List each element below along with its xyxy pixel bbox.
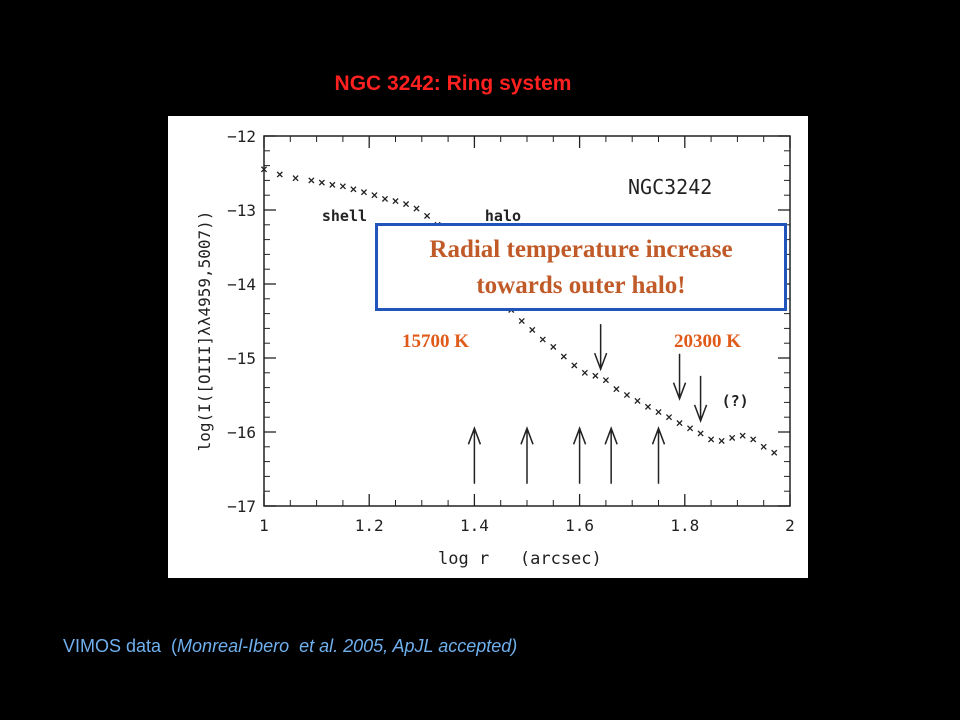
x-tick-label: 1.8 xyxy=(670,516,699,535)
data-point xyxy=(424,212,431,219)
data-point xyxy=(292,175,299,182)
marker-arrows xyxy=(467,324,708,484)
temperature-label-outer: 20300 K xyxy=(674,331,742,352)
data-point xyxy=(665,414,673,421)
data-point xyxy=(381,195,389,202)
data-point xyxy=(750,436,757,443)
data-point xyxy=(602,377,609,384)
y-tick-label: −17 xyxy=(227,497,256,516)
x-tick-label: 1.6 xyxy=(565,516,594,535)
data-point xyxy=(644,403,652,410)
plot-panel: 1 1.2 1.4 1.6 1.8 2 −12 −13 −14 −15 −16 −17 NGC3242… xyxy=(168,116,808,578)
data-point xyxy=(592,372,599,379)
data-point xyxy=(402,201,410,208)
x-tick-label: 1.2 xyxy=(355,516,384,535)
x-tick-label: 2 xyxy=(785,516,795,535)
y-tick-label: −12 xyxy=(227,127,256,146)
chart-annotations: shell halo (?) xyxy=(322,207,749,410)
data-point xyxy=(623,391,630,399)
data-point xyxy=(350,186,357,193)
data-point xyxy=(729,434,736,441)
x-axis-label: log r (arcsec) xyxy=(438,549,602,569)
data-point xyxy=(413,205,420,212)
down-arrow xyxy=(672,353,687,401)
data-point xyxy=(539,336,546,343)
caption-citation: Monreal-Ibero et al. 2005, ApJL accepted… xyxy=(177,636,518,656)
data-point xyxy=(718,437,725,444)
up-arrow xyxy=(604,426,618,484)
y-tick-label: −15 xyxy=(227,349,256,368)
y-tick-label: −16 xyxy=(227,423,256,442)
y-tick-label: −14 xyxy=(227,275,256,294)
data-point xyxy=(560,353,567,360)
data-point xyxy=(571,362,578,369)
data-point xyxy=(687,425,694,432)
data-point xyxy=(676,420,683,427)
data-point xyxy=(260,166,268,173)
data-point xyxy=(708,436,715,443)
down-arrow xyxy=(593,324,608,372)
axis-ticks: 1 1.2 1.4 1.6 1.8 2 −12 −13 −14 −15 −16 −17 xyxy=(227,127,795,535)
source-caption: VIMOS data (Monreal-Ibero et al. 2005, A… xyxy=(63,636,517,657)
chart-annotation: (?) xyxy=(722,392,749,410)
data-point xyxy=(360,189,367,196)
callout-line-1: Radial temperature increase xyxy=(429,236,733,263)
data-point xyxy=(308,177,315,184)
data-point xyxy=(318,179,325,186)
up-arrow xyxy=(651,426,666,484)
data-point xyxy=(739,432,746,439)
temperature-label-inner: 15700 K xyxy=(402,331,470,352)
radial-profile-chart: 1 1.2 1.4 1.6 1.8 2 −12 −13 −14 −15 −16 −17 NGC3242… xyxy=(195,127,795,569)
chart-title: NGC3242 xyxy=(628,175,712,199)
data-point xyxy=(771,449,778,456)
data-point xyxy=(550,343,557,350)
data-point xyxy=(529,326,536,333)
data-point xyxy=(392,198,399,205)
caption-prefix: VIMOS data ( xyxy=(63,636,178,656)
data-point xyxy=(697,430,704,437)
data-point xyxy=(613,386,620,393)
up-arrow xyxy=(467,426,482,484)
up-arrow xyxy=(572,426,587,484)
data-point xyxy=(371,192,378,199)
y-tick-label: −13 xyxy=(227,201,256,220)
data-point xyxy=(655,408,662,416)
callout-line-2: towards outer halo! xyxy=(476,272,686,299)
data-point xyxy=(760,443,767,450)
data-point xyxy=(329,181,336,188)
data-point xyxy=(581,369,588,376)
data-point xyxy=(634,397,641,404)
temperature-callout: Radial temperature increase towards oute… xyxy=(375,223,787,311)
up-arrow xyxy=(520,426,534,484)
down-arrow xyxy=(693,375,708,424)
x-tick-label: 1.4 xyxy=(460,516,489,535)
data-point xyxy=(276,171,283,178)
data-point xyxy=(518,317,525,325)
x-tick-label: 1 xyxy=(259,516,269,535)
data-point xyxy=(339,183,346,190)
y-axis-label: log(I([OIII]λλ4959,5007)) xyxy=(195,211,214,452)
slide-title: NGC 3242: Ring system xyxy=(334,72,572,95)
chart-annotation: shell xyxy=(322,207,367,225)
chart-annotation: halo xyxy=(485,207,521,225)
